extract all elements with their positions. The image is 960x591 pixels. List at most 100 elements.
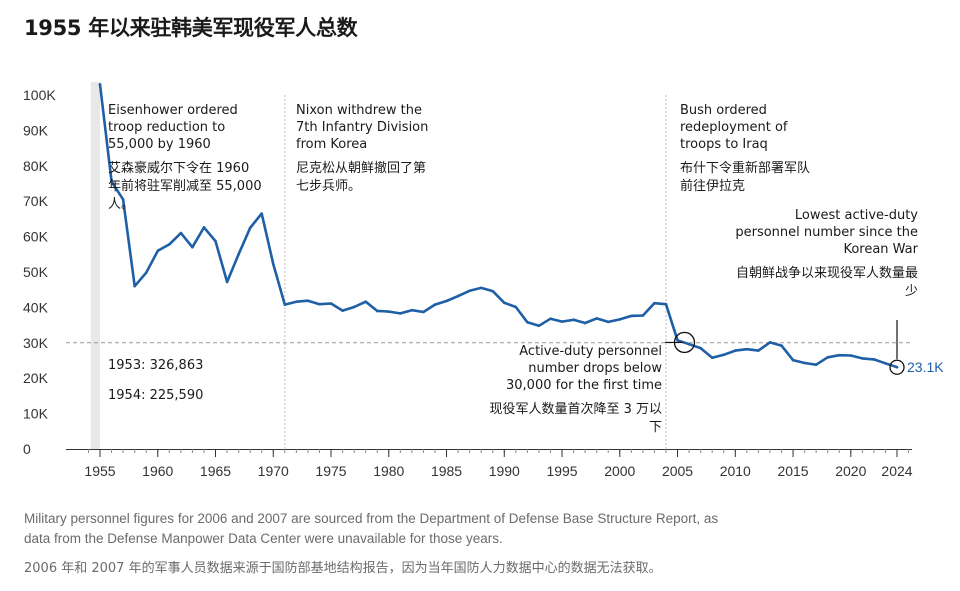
data-point-2000: [618, 318, 622, 321]
data-point-1979: [375, 309, 379, 313]
data-point-1994: [549, 317, 552, 321]
eisenhower-note-zh-line-2: 年前将驻军削减至 55,000: [108, 178, 262, 194]
data-point-2020: [849, 354, 853, 357]
y-tick-label-100K: 100K: [23, 87, 56, 103]
data-point-2007: [699, 346, 702, 350]
nixon-note-en-line-3: from Korea: [296, 137, 367, 152]
pre-1955-note-line-2: 1954: 225,590: [108, 388, 203, 403]
data-point-2006: [687, 342, 691, 346]
data-point-1962: [179, 231, 183, 235]
data-point-2003: [653, 301, 656, 305]
data-point-1999: [606, 320, 610, 324]
bush-note-en-line-3: troops to Iraq: [680, 137, 768, 152]
footnote-en-line-1: Military personnel figures for 2006 and …: [24, 511, 719, 526]
lowest-note-en-line-3: Korean War: [843, 242, 918, 257]
data-point-1982: [410, 308, 414, 312]
data-point-2011: [745, 347, 749, 351]
chart-title: 1955 年以来驻韩美军现役军人总数: [24, 16, 358, 40]
pre-1955-note-line-1: 1953: 326,863: [108, 358, 203, 373]
data-point-2010: [733, 349, 737, 352]
data-point-2021: [861, 357, 864, 360]
bush-note-zh-line-1: 布什下令重新部署军队: [680, 160, 810, 176]
lowest-note-en-line-2: personnel number since the: [735, 225, 918, 240]
x-tick-label-2024: 2024: [881, 463, 912, 479]
eisenhower-note-en-line-3: 55,000 by 1960: [108, 137, 211, 152]
data-point-2017: [814, 363, 818, 367]
footnote-zh: 2006 年和 2007 年的军事人员数据来源于国防部基地结构报告，因为当年国防…: [24, 561, 662, 576]
data-point-1969: [260, 212, 264, 215]
data-point-2004: [664, 302, 668, 306]
y-tick-label-20K: 20K: [23, 370, 49, 386]
data-point-2005: [676, 339, 679, 342]
data-point-1957: [121, 198, 125, 201]
data-point-1988: [479, 286, 483, 290]
data-point-1958: [133, 284, 136, 288]
data-point-2016: [803, 361, 806, 365]
nixon-note-en-line-2: 7th Infantry Division: [296, 120, 428, 135]
x-tick-label-1960: 1960: [142, 463, 173, 479]
below-30k-note-zh-line-1: 现役军人数量首次降至 3 万以: [489, 401, 662, 417]
data-point-2008: [710, 356, 714, 359]
data-point-1975: [329, 302, 333, 305]
data-point-1961: [168, 243, 171, 246]
eisenhower-note-en-line-1: Eisenhower ordered: [108, 103, 238, 118]
footnote-en-line-2: data from the Defense Manpower Data Cent…: [24, 531, 503, 546]
data-point-1981: [399, 312, 402, 315]
data-point-1970: [271, 262, 275, 266]
eisenhower-note-zh-line-1: 艾森豪威尔下令在 1960: [108, 160, 249, 176]
data-point-1968: [248, 226, 252, 230]
data-point-2001: [630, 314, 633, 318]
data-point-1956: [110, 180, 113, 184]
data-point-1991: [514, 305, 518, 309]
below-30k-note-en-line-3: 30,000 for the first time: [506, 378, 662, 393]
x-tick-label-2005: 2005: [662, 463, 693, 479]
bush-note-zh-line-2: 前往伊拉克: [680, 178, 745, 194]
below-30k-note-en-line-2: number drops below: [528, 361, 662, 376]
data-point-1978: [364, 300, 367, 304]
data-point-1971: [283, 303, 287, 306]
data-point-1980: [387, 310, 391, 313]
data-point-2022: [872, 358, 876, 361]
y-tick-label-90K: 90K: [23, 122, 49, 138]
data-point-2015: [791, 358, 795, 362]
pre-1955-shaded-region: [90, 82, 100, 449]
data-point-2023: [884, 362, 887, 365]
data-point-1998: [595, 317, 598, 320]
x-tick-label-1980: 1980: [373, 463, 404, 479]
x-tick-label-2015: 2015: [777, 463, 808, 479]
lowest-note-zh-line-2: 少: [905, 284, 918, 299]
data-point-1985: [445, 299, 448, 303]
data-point-2024: [895, 365, 899, 369]
data-point-2013: [768, 341, 772, 344]
lowest-note-en-line-1: Lowest active-duty: [795, 208, 918, 223]
personnel-series-line: [98, 83, 899, 369]
data-point-1972: [295, 300, 298, 304]
footnote-en: Military personnel figures for 2006 and …: [24, 509, 844, 549]
x-tick-label-1955: 1955: [84, 463, 115, 479]
y-tick-label-50K: 50K: [23, 264, 49, 280]
nixon-note-zh-line-1: 尼克松从朝鲜撤回了第: [296, 160, 426, 176]
data-point-1967: [237, 253, 240, 256]
data-point-2018: [826, 356, 829, 359]
data-point-2002: [641, 314, 645, 317]
data-point-1974: [318, 302, 321, 306]
x-tick-label-1995: 1995: [546, 463, 577, 479]
data-point-1986: [456, 294, 460, 298]
data-point-1976: [341, 309, 344, 312]
data-point-2012: [757, 349, 760, 352]
eisenhower-note-en-line-2: troop reduction to: [108, 120, 225, 135]
data-point-1989: [491, 289, 495, 293]
x-tick-label-2000: 2000: [604, 463, 635, 479]
y-tick-label-40K: 40K: [23, 299, 49, 315]
data-point-1997: [583, 321, 587, 325]
data-point-1992: [526, 320, 529, 324]
data-point-1983: [422, 310, 425, 314]
data-point-2014: [780, 344, 783, 347]
x-tick-label-1965: 1965: [200, 463, 231, 479]
data-point-1964: [202, 226, 206, 229]
data-point-1963: [191, 245, 194, 249]
below-30k-note-zh-line-2: 下: [649, 420, 662, 435]
eisenhower-note-zh-line-3: 人。: [108, 197, 134, 212]
data-point-1996: [572, 318, 575, 322]
data-point-1960: [156, 249, 160, 253]
